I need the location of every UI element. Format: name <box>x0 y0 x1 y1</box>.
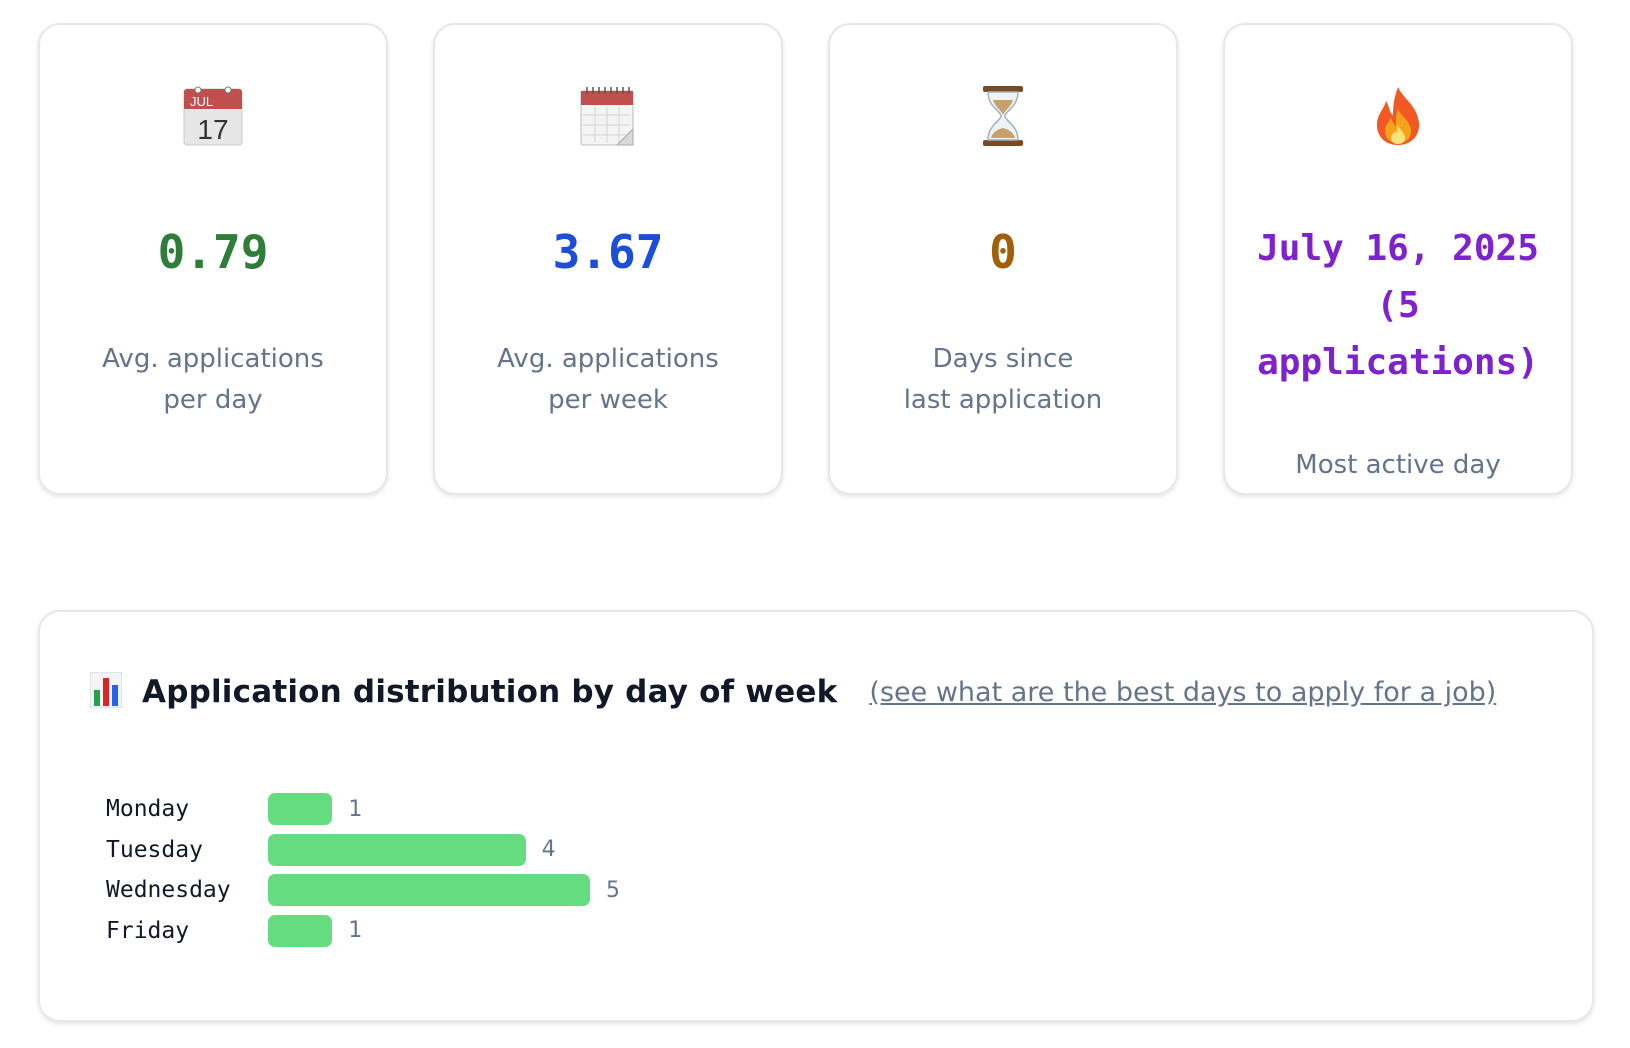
stat-label: Most active day <box>1295 450 1501 480</box>
bar-label: Wednesday <box>106 877 231 903</box>
distribution-title: Application distribution by day of week <box>142 674 838 710</box>
stat-value: 0.79 <box>157 225 269 279</box>
stat-card-avg-per-day: JUL 17 0.79 Avg. applications per day <box>38 23 388 495</box>
bar-label: Monday <box>106 796 190 822</box>
bar <box>268 914 333 947</box>
bar-row: Monday 1 <box>106 792 362 826</box>
bar-row: Friday 1 <box>106 914 362 948</box>
svg-text:JUL: JUL <box>190 94 213 109</box>
stat-label: Avg. applications per week <box>497 344 719 415</box>
distribution-header: Application distribution by day of week … <box>89 668 1497 716</box>
spiral-calendar-icon <box>435 83 781 149</box>
stat-value: 0 <box>989 225 1017 279</box>
bar-value-label: 1 <box>348 918 363 943</box>
stat-label: Avg. applications per day <box>102 344 324 415</box>
svg-text:17: 17 <box>197 114 228 145</box>
stat-card-avg-per-week: 3.67 Avg. applications per week <box>433 23 783 495</box>
bar-value-label: 1 <box>348 796 363 822</box>
fire-icon <box>1225 83 1571 149</box>
calendar-icon: JUL 17 <box>40 83 386 149</box>
bar-chart-icon <box>89 671 123 712</box>
stat-label: Days since last application <box>903 344 1103 415</box>
stat-value: July 16, 2025 (5 applications) <box>1257 228 1539 383</box>
bar-row: Wednesday 5 <box>106 873 620 907</box>
bar-value-label: 5 <box>606 877 620 903</box>
stat-card-most-active-day: July 16, 2025 (5 applications) Most acti… <box>1223 23 1573 495</box>
bar <box>268 874 590 906</box>
best-days-link[interactable]: (see what are the best days to apply for… <box>869 676 1497 708</box>
stat-card-days-since: 0 Days since last application <box>828 23 1178 495</box>
bar-row: Tuesday 4 <box>106 833 556 867</box>
bar-value-label: 4 <box>541 837 556 862</box>
distribution-card: Application distribution by day of week … <box>38 610 1594 1022</box>
bar-label: Friday <box>106 917 190 944</box>
bar-label: Tuesday <box>106 836 203 863</box>
bar <box>268 793 333 825</box>
hourglass-icon <box>830 83 1176 149</box>
bar <box>268 833 526 866</box>
stat-value: 3.67 <box>552 225 664 279</box>
